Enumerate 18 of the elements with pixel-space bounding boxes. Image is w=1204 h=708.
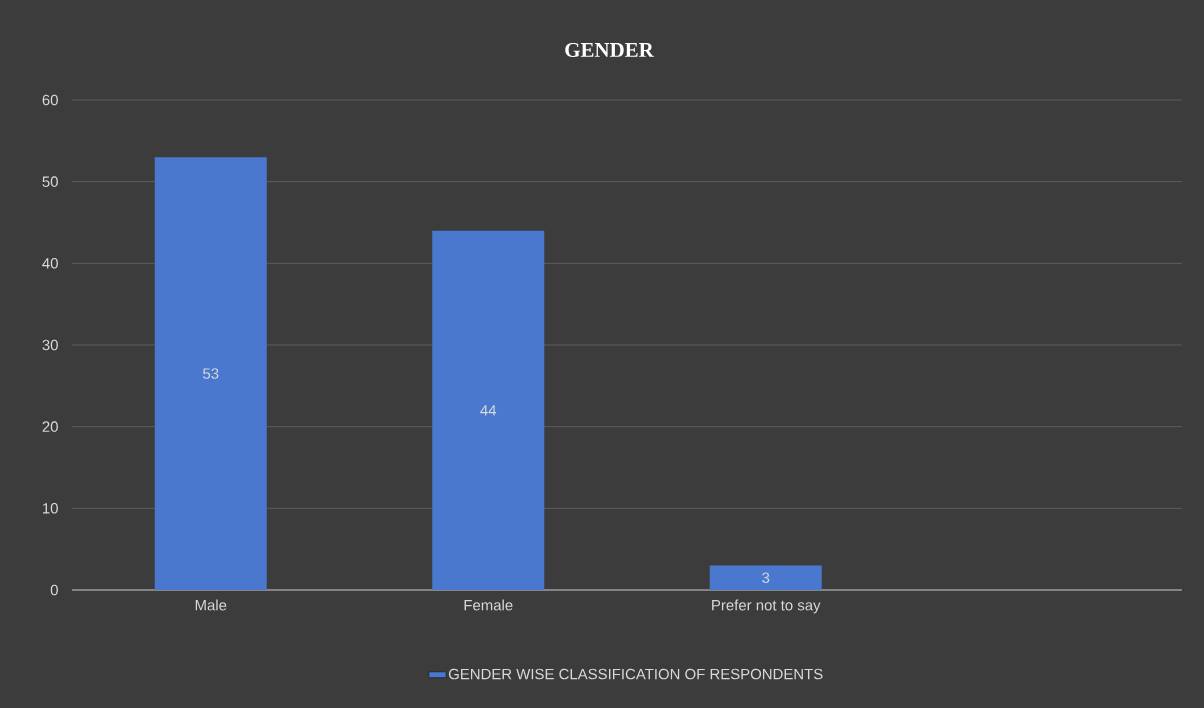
bar <box>709 565 822 590</box>
legend-label: GENDER WISE CLASSIFICATION OF RESPONDENTS <box>448 668 823 680</box>
y-tick-label: 10 <box>43 503 58 514</box>
y-tick-label: 30 <box>42 339 58 351</box>
bar <box>432 230 545 590</box>
x-tick-label: Female <box>464 599 513 611</box>
y-tick-label: 0 <box>50 584 58 596</box>
data-label: 3 <box>762 572 770 584</box>
y-tick-label: 50 <box>42 176 58 187</box>
bar <box>154 157 267 590</box>
x-tick-label: Male <box>195 599 227 611</box>
y-tick-label: 20 <box>42 421 58 432</box>
y-tick-label: 60 <box>42 94 58 106</box>
chart-title: GENDER <box>565 42 654 58</box>
data-label: 53 <box>203 368 219 379</box>
x-tick-label: Prefer not to say <box>712 599 821 614</box>
data-label: 44 <box>480 405 497 416</box>
y-tick-label: 40 <box>42 258 58 269</box>
